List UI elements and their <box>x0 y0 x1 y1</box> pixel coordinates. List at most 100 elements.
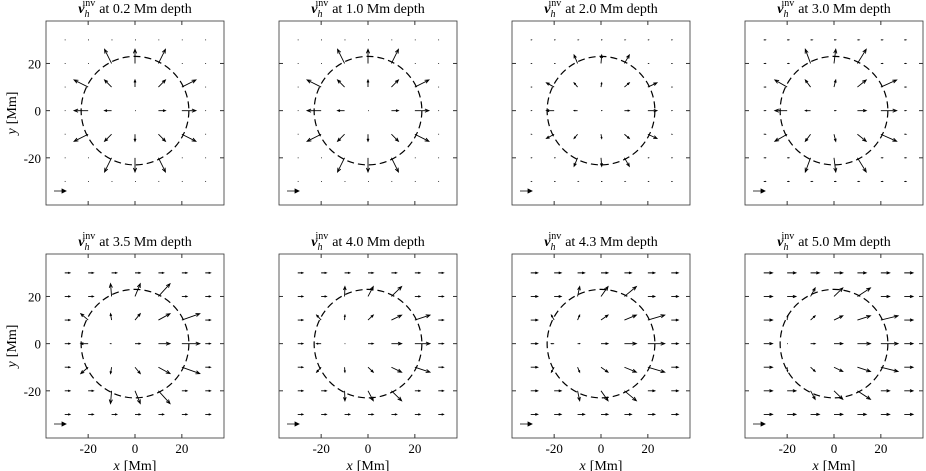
vector-arrow <box>367 285 374 297</box>
vector-arrow <box>904 412 915 417</box>
vector-arrow <box>833 315 844 321</box>
vector-arrow <box>343 367 346 374</box>
panel: vhinv at 2.0 Mm depth <box>511 0 691 206</box>
vector-arrow <box>315 314 322 321</box>
vector-arrow <box>880 79 898 88</box>
vector-arrow <box>158 133 167 143</box>
vector-arrow <box>601 271 610 275</box>
vector-arrow <box>438 366 445 369</box>
vector-arrow <box>880 366 900 373</box>
panel: vhinv at 5.0 Mm depth -20 0 20 x [Mm] <box>744 231 924 471</box>
title-subscript: h <box>84 242 89 253</box>
y-tick-label: 0 <box>35 337 42 352</box>
vector-arrow <box>158 79 167 88</box>
title-text: at 1.0 Mm depth <box>332 2 425 17</box>
reference-arrow <box>520 188 533 194</box>
vector-arrow <box>624 82 631 88</box>
vector-arrow <box>88 413 95 416</box>
vector-arrow <box>763 389 774 393</box>
vector-arrow <box>833 78 837 88</box>
x-tick-label: -20 <box>79 441 96 456</box>
vector-arrow <box>135 271 142 275</box>
vector-arrow <box>857 48 867 64</box>
title-subscript: h <box>317 9 322 20</box>
vector-arrow <box>391 157 399 174</box>
title-text: at 5.0 Mm depth <box>798 235 891 250</box>
y-axis-label-text: [Mm] <box>5 92 20 125</box>
vector-arrow <box>391 314 403 321</box>
vector-arrow <box>545 82 555 88</box>
vector-arrow <box>366 78 370 88</box>
vector-arrow <box>647 413 657 416</box>
vector-arrow <box>530 318 539 322</box>
vector-arrow <box>111 271 119 275</box>
y-axis-label-symbol: y <box>5 360 20 369</box>
x-axis-label-text: [Mm] <box>590 459 623 471</box>
y-tick-label: 20 <box>28 289 41 304</box>
vector-arrow <box>857 315 872 321</box>
panel: vhinv at 1.0 Mm depth <box>278 0 458 206</box>
x-tick-label: 20 <box>175 441 188 456</box>
panel: vhinv at 4.3 Mm depth -20 0 20 x [Mm] <box>511 231 691 471</box>
panel-title: vhinv at 3.0 Mm depth <box>777 0 891 20</box>
vector-arrow <box>438 295 445 298</box>
vector-arrow <box>810 314 817 321</box>
vector-arrow <box>134 282 141 297</box>
y-axis-label-text: [Mm] <box>5 325 20 358</box>
vector-arrow <box>787 271 798 275</box>
vector-arrow <box>414 413 422 416</box>
vector-arrow <box>88 295 95 298</box>
vector-arrow <box>391 271 398 275</box>
vector-arrow <box>438 318 445 322</box>
vector-arrow <box>205 413 212 416</box>
x-tick-label: 20 <box>408 441 421 456</box>
vector-arrow <box>64 366 72 369</box>
vector-arrow <box>599 157 604 168</box>
vector-arrow <box>804 157 812 174</box>
vector-arrow <box>904 365 915 369</box>
vector-arrow <box>647 133 659 139</box>
x-axis-label-text: [Mm] <box>124 459 157 471</box>
reference-arrow <box>287 188 300 194</box>
vector-arrow <box>133 134 137 143</box>
vector-arrow <box>321 271 328 275</box>
vector-arrow <box>205 342 212 345</box>
vector-arrow <box>109 312 113 321</box>
vector-arrow <box>64 342 72 345</box>
vector-arrow <box>391 133 400 143</box>
vector-arrow <box>671 365 680 369</box>
vector-arrow <box>671 342 680 346</box>
vector-arrow <box>763 294 774 299</box>
vector-arrow <box>321 389 328 392</box>
vector-arrow <box>671 295 680 298</box>
vector-arrow <box>367 366 375 374</box>
vector-arrow <box>297 389 305 392</box>
vector-arrow <box>600 390 609 402</box>
vector-arrow <box>880 133 898 142</box>
reference-arrow <box>753 421 766 427</box>
vector-arrow <box>438 271 445 275</box>
vector-arrow <box>414 366 432 373</box>
vector-arrow <box>857 157 867 174</box>
title-superscript: inv <box>548 231 561 242</box>
vector-arrow <box>600 285 609 297</box>
vector-arrow <box>624 109 631 112</box>
vector-arrow <box>438 342 445 345</box>
title-superscript: inv <box>548 0 561 9</box>
vector-arrow <box>438 389 445 392</box>
vector-arrow <box>64 389 72 392</box>
title-symbol: v <box>777 235 784 250</box>
vector-arrow <box>297 318 305 322</box>
vector-arrow <box>904 318 915 322</box>
vector-arrow <box>577 285 581 297</box>
vector-arrow <box>624 157 630 168</box>
vector-arrow <box>365 48 371 64</box>
vector-arrow <box>577 390 581 402</box>
vector-arrow <box>158 282 171 297</box>
vector-arrow <box>306 133 322 142</box>
vector-arrow <box>573 157 578 168</box>
reference-arrow <box>287 421 300 427</box>
title-symbol: v <box>311 2 318 17</box>
vector-arrow <box>647 271 657 275</box>
